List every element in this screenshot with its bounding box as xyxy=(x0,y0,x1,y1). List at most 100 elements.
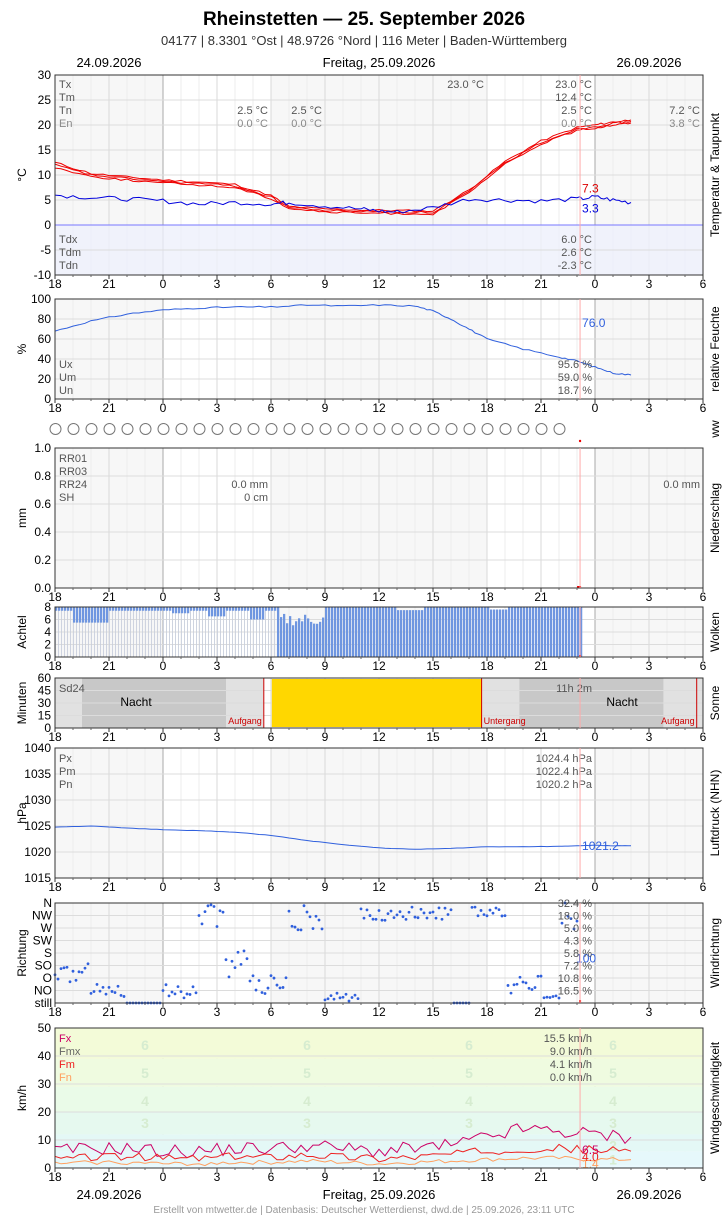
cloud-bar xyxy=(310,621,313,657)
weather-symbol-icon xyxy=(193,423,206,435)
cloud-bar xyxy=(229,607,230,657)
cloud-bar xyxy=(208,607,209,657)
wind-direction-point xyxy=(536,974,540,978)
clouds-tick-label: 6 xyxy=(44,613,51,627)
wind-direction-point xyxy=(86,962,90,966)
beaufort-band xyxy=(55,1112,703,1135)
clouds-x-tick-label: 3 xyxy=(646,659,653,673)
cloud-bar xyxy=(394,607,397,657)
cloud-bar xyxy=(238,607,239,657)
cloud-bar xyxy=(481,607,484,657)
humidity-tick-label: 20 xyxy=(38,372,52,386)
cloud-bar xyxy=(484,607,487,657)
wind-direction-point xyxy=(206,904,210,908)
pressure-tick-label: 1030 xyxy=(24,793,51,807)
stat-value-un: 18.7 % xyxy=(558,385,592,397)
beaufort-label: 4 xyxy=(609,1093,617,1109)
cloud-bar xyxy=(265,607,266,657)
sun-tick-label: 0 xyxy=(44,721,51,735)
humidity-x-tick-label: 6 xyxy=(268,401,275,415)
wind-direction-point xyxy=(350,996,354,999)
stat-value-en: 0.0 °C xyxy=(561,118,592,130)
humidity-x-tick-label: 0 xyxy=(592,401,599,415)
stat-label-fm: Fm xyxy=(59,1059,75,1071)
wind-direction-point xyxy=(530,988,534,991)
pressure-ylabel: hPa xyxy=(15,802,29,824)
wind-direction-point xyxy=(485,914,489,918)
wind-direction-point xyxy=(251,974,255,978)
cloud-bar xyxy=(544,607,547,657)
cloud-bar xyxy=(382,607,385,657)
weather-symbol-icon xyxy=(301,423,314,435)
wind-direction-point xyxy=(509,991,513,995)
stat-value-tx: 23.0 °C xyxy=(555,79,592,91)
weather-symbol-icon xyxy=(121,423,134,435)
cloud-bar xyxy=(85,607,88,623)
cloud-bar xyxy=(556,607,559,657)
cloud-bar xyxy=(94,607,95,657)
cloud-bar xyxy=(163,607,164,657)
cloud-bar xyxy=(322,617,325,657)
wind-direction-point xyxy=(218,909,222,913)
cloud-bar xyxy=(424,607,427,657)
cloud-bar xyxy=(232,607,233,657)
wind-direction-stat: 18.0 % xyxy=(558,911,592,923)
pressure-current-value: 1021.2 xyxy=(582,839,619,853)
wind-direction-point xyxy=(479,909,483,912)
cloud-bar xyxy=(76,607,77,657)
wind-speed-x-tick-label: 21 xyxy=(534,1170,548,1184)
cloud-bar xyxy=(412,610,415,657)
cloud-bar xyxy=(139,607,142,611)
pressure-x-tick-label: 3 xyxy=(214,880,221,894)
cloud-bar xyxy=(148,607,149,657)
pressure-tick-label: 1020 xyxy=(24,845,51,859)
cloud-bar xyxy=(211,607,214,617)
pressure-tick-label: 1040 xyxy=(24,741,51,755)
wind-speed-line-fx xyxy=(54,1123,632,1159)
cloud-bar xyxy=(118,607,119,657)
humidity-x-tick-label: 21 xyxy=(534,401,548,415)
temperature-x-tick-label: 21 xyxy=(534,277,548,291)
cloud-bar xyxy=(406,610,409,657)
precipitation-x-tick-label: 0 xyxy=(160,590,167,604)
cloud-bar xyxy=(145,607,146,657)
wind-direction-point xyxy=(533,986,537,989)
cloud-bar xyxy=(430,607,433,657)
temperature-x-tick-label: 12 xyxy=(372,277,386,291)
beaufort-label: 5 xyxy=(303,1065,311,1081)
temperature-x-tick-label: 3 xyxy=(646,277,653,291)
wind-direction-stat: 32.4 % xyxy=(558,898,592,910)
wind-direction-point xyxy=(173,992,177,996)
cloud-bar xyxy=(475,607,478,657)
cloud-bar xyxy=(328,607,331,657)
cloud-bar xyxy=(565,607,568,657)
wind-direction-point xyxy=(413,915,417,919)
stat-value-ux: 95.6 % xyxy=(558,359,592,371)
wind-direction-point xyxy=(254,988,258,992)
ww-side-label: ww xyxy=(708,420,722,439)
wind-direction-point xyxy=(179,990,183,994)
wind-direction-x-tick-label: 15 xyxy=(426,1005,440,1019)
wind-direction-point xyxy=(515,982,519,986)
stat-value-fm: 4.1 km/h xyxy=(550,1059,592,1071)
temperature-ylabel: °C xyxy=(15,168,29,182)
humidity-side-label: relative Feuchte xyxy=(708,306,722,392)
stat-value-pm: 1022.4 hPa xyxy=(536,766,593,778)
wind-direction-current-value: 100 xyxy=(576,952,596,966)
wind-direction-point xyxy=(431,910,435,914)
wind-direction-point xyxy=(368,914,372,917)
temperature-x-tick-label: 3 xyxy=(214,277,221,291)
wind-speed-tick-label: 40 xyxy=(38,1049,52,1063)
wind-direction-point xyxy=(209,903,213,907)
precipitation-x-tick-label: 18 xyxy=(48,590,62,604)
cloud-bar xyxy=(262,607,265,620)
direction-tick-label: still xyxy=(35,996,52,1010)
cloud-bar xyxy=(178,607,179,657)
wind-direction-x-tick-label: 12 xyxy=(372,1005,386,1019)
cloud-bar xyxy=(205,607,206,657)
direction-tick-label: S xyxy=(44,946,52,960)
cloud-bar xyxy=(226,607,227,657)
cloud-bar xyxy=(112,607,115,611)
cloud-bar xyxy=(124,607,125,657)
